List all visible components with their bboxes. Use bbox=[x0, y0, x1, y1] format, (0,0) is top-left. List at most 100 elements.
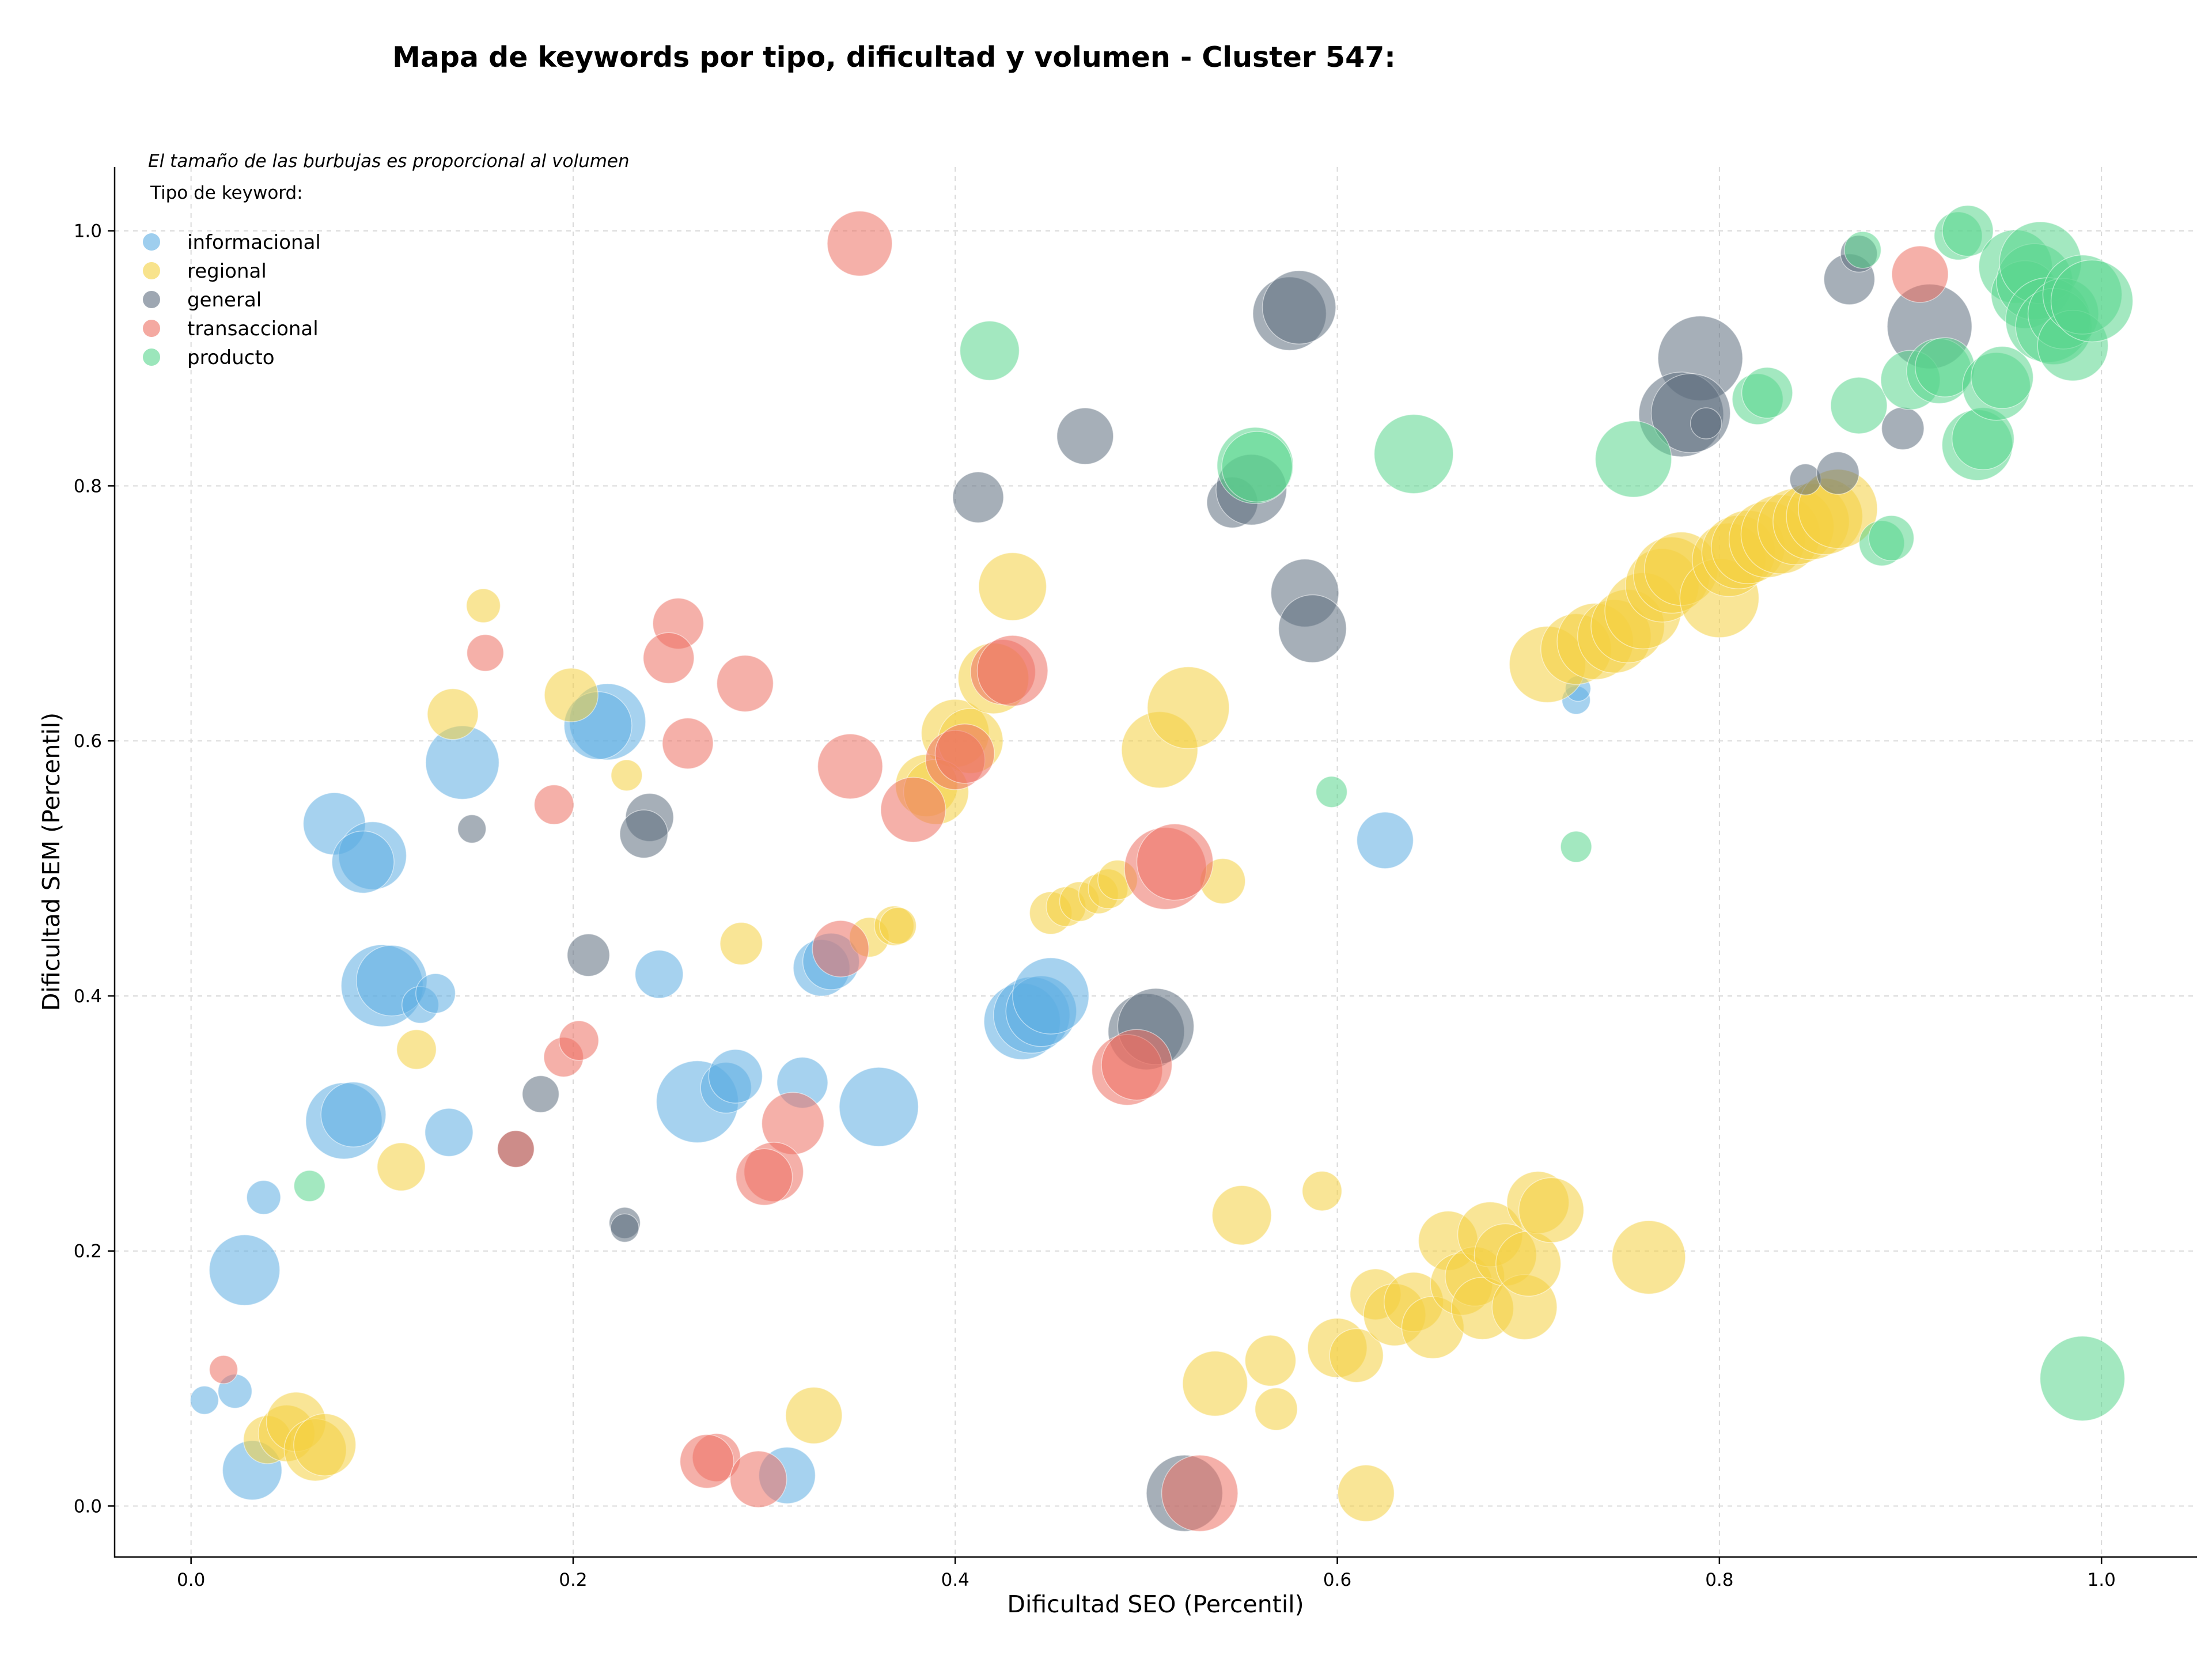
x-tick-label: 0.0 bbox=[177, 1570, 205, 1590]
y-tick-label: 0.2 bbox=[74, 1241, 102, 1262]
bubble-regional bbox=[1244, 1335, 1297, 1387]
bubble-layer bbox=[190, 204, 2134, 1532]
bubble-general bbox=[1881, 407, 1925, 450]
bubble-transaccional bbox=[812, 920, 870, 978]
bubble-producto bbox=[2039, 1335, 2126, 1422]
legend-label-regional: regional bbox=[187, 260, 267, 283]
bubble-informacional bbox=[1012, 957, 1089, 1035]
bubble-transaccional bbox=[642, 632, 695, 684]
bubble-producto bbox=[959, 320, 1020, 381]
bubble-size-note: El tamaño de las burbujas es proporciona… bbox=[148, 151, 630, 172]
bubble-transaccional bbox=[558, 1020, 599, 1061]
bubble-general bbox=[1816, 451, 1859, 495]
axes bbox=[113, 167, 2197, 1558]
bubble-general bbox=[1262, 270, 1336, 344]
bubble-transaccional bbox=[1161, 1454, 1238, 1532]
tick-labels: 0.0 0.2 0.4 0.6 0.8 1.0 0.0 0.2 0.4 0.6 0.8 1.0 bbox=[74, 221, 2116, 1590]
bubble-general bbox=[610, 1213, 639, 1243]
bubble-producto bbox=[1741, 366, 1793, 419]
bubble-regional bbox=[427, 688, 479, 740]
bubble-producto bbox=[1221, 431, 1293, 503]
bubble-transaccional bbox=[662, 717, 714, 770]
bubble-producto bbox=[1942, 204, 1994, 257]
bubble-regional bbox=[1182, 1350, 1248, 1417]
bubble-regional bbox=[978, 552, 1047, 621]
bubble-regional bbox=[1211, 1185, 1272, 1245]
bubble-transaccional bbox=[934, 723, 995, 784]
legend-marker-producto bbox=[143, 348, 160, 366]
y-tick-label: 0.4 bbox=[74, 986, 102, 1007]
x-tick-label: 0.4 bbox=[941, 1570, 969, 1590]
legend-label-producto: producto bbox=[187, 346, 275, 369]
bubble-informacional bbox=[190, 1385, 219, 1415]
bubble-regional bbox=[377, 1142, 426, 1191]
legend-marker-informacional bbox=[143, 233, 160, 251]
bubble-informacional bbox=[634, 949, 684, 999]
bubble-producto bbox=[1315, 776, 1348, 808]
x-tick-label: 0.8 bbox=[1705, 1570, 1733, 1590]
bubble-transaccional bbox=[497, 1130, 535, 1168]
bubble-transaccional bbox=[817, 733, 883, 800]
bubble-informacional bbox=[209, 1234, 281, 1306]
legend-title: Tipo de keyword: bbox=[150, 183, 303, 203]
bubble-producto bbox=[1373, 414, 1454, 494]
bubble-transaccional bbox=[880, 776, 946, 843]
bubble-informacional bbox=[246, 1180, 281, 1215]
bubble-general bbox=[457, 814, 487, 844]
bubble-regional bbox=[1611, 1220, 1686, 1295]
bubble-regional bbox=[1337, 1464, 1395, 1522]
bubble-general bbox=[566, 933, 610, 977]
x-tick-label: 0.2 bbox=[559, 1570, 587, 1590]
x-tick-label: 0.6 bbox=[1323, 1570, 1351, 1590]
bubble-regional bbox=[879, 907, 917, 945]
bubble-producto bbox=[1594, 421, 1672, 498]
x-axis-label: Dificultad SEO (Percentil) bbox=[1007, 1590, 1304, 1618]
series-transaccional bbox=[209, 210, 1949, 1532]
bubble-producto bbox=[293, 1170, 325, 1202]
bubble-regional bbox=[611, 759, 643, 791]
bubble-regional bbox=[396, 1029, 437, 1070]
bubble-regional bbox=[719, 922, 763, 965]
bubble-regional bbox=[1147, 666, 1230, 749]
bubble-informacional bbox=[331, 830, 395, 894]
bubble-regional bbox=[785, 1387, 843, 1445]
bubble-regional bbox=[544, 668, 599, 722]
bubble-regional bbox=[1329, 1328, 1384, 1383]
x-tick-label: 1.0 bbox=[2088, 1570, 2116, 1590]
bubble-producto bbox=[1868, 515, 1915, 562]
bubble-producto bbox=[2050, 259, 2134, 343]
bubble-general bbox=[521, 1075, 560, 1113]
legend-label-transaccional: transaccional bbox=[187, 317, 319, 340]
series-regional bbox=[243, 468, 1878, 1522]
bubble-informacional bbox=[320, 1081, 387, 1147]
bubble-transaccional bbox=[466, 634, 505, 672]
axes-spines bbox=[113, 167, 2197, 1558]
bubble-informacional bbox=[1356, 812, 1414, 869]
bubble-producto bbox=[1560, 831, 1592, 863]
bubble-informacional bbox=[839, 1067, 919, 1147]
bubble-general bbox=[619, 809, 669, 859]
bubble-regional bbox=[1518, 1177, 1585, 1243]
legend-marker-general bbox=[143, 291, 160, 308]
bubble-general bbox=[952, 471, 1004, 524]
bubble-general bbox=[1789, 463, 1821, 496]
bubble-transaccional bbox=[209, 1355, 238, 1384]
bubble-transaccional bbox=[716, 654, 774, 713]
bubble-transaccional bbox=[679, 1434, 734, 1489]
bubble-regional bbox=[1301, 1170, 1343, 1211]
bubble-transaccional bbox=[1891, 245, 1949, 303]
bubble-general bbox=[1690, 407, 1722, 440]
bubble-general bbox=[1056, 407, 1114, 465]
y-tick-label: 0.6 bbox=[74, 731, 102, 752]
bubble-transaccional bbox=[827, 210, 893, 276]
bubble-informacional bbox=[708, 1049, 763, 1104]
bubble-general bbox=[1278, 594, 1347, 663]
bubble-regional bbox=[465, 588, 501, 623]
legend-marker-regional bbox=[143, 262, 160, 279]
y-axis-label: Dificultad SEM (Percentil) bbox=[37, 713, 65, 1011]
bubble-informacional bbox=[415, 973, 456, 1014]
bubble-transaccional bbox=[1136, 823, 1214, 901]
legend-marker-transaccional bbox=[143, 320, 160, 337]
